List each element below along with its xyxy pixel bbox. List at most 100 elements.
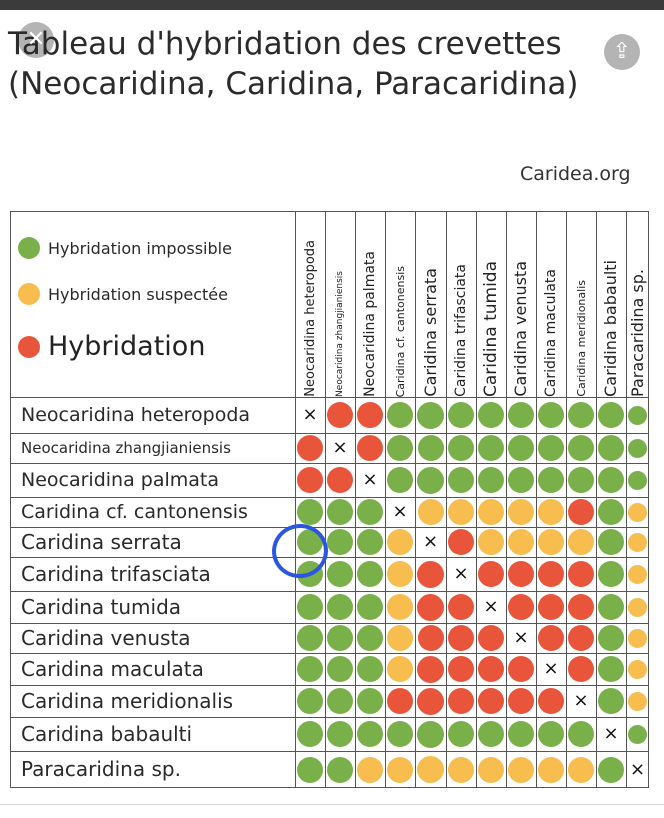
row-divider (10, 497, 649, 498)
column-divider (648, 211, 649, 788)
cell-dot-hybridation (478, 625, 504, 651)
self-cross-mark: × (573, 690, 589, 711)
self-cross-mark: × (603, 723, 619, 744)
cell-dot-impossible (598, 594, 624, 620)
source-label: Caridea.org (520, 163, 631, 185)
close-icon[interactable]: ✕ (18, 22, 54, 58)
self-cross-mark: × (453, 563, 469, 584)
cell-dot-hybridation (448, 625, 474, 651)
cell-dot-suspected (628, 659, 647, 679)
row-header: Caridina maculata (21, 657, 204, 681)
cell-dot-hybridation (478, 688, 504, 714)
cell-dot-hybridation (357, 435, 383, 461)
cell-dot-suspected (628, 691, 647, 711)
cell-dot-impossible (327, 625, 353, 651)
column-divider (476, 211, 477, 788)
cell-dot-hybridation (297, 467, 323, 493)
cell-dot-impossible (508, 402, 534, 428)
cell-dot-impossible (387, 435, 413, 461)
page-divider (0, 804, 664, 805)
cell-dot-hybridation (538, 594, 564, 620)
cell-dot-hybridation (327, 467, 353, 493)
cell-dot-suspected (628, 532, 647, 552)
legend-item-impossible: Hybridation impossible (18, 237, 232, 259)
cell-dot-impossible (297, 756, 323, 783)
cell-dot-suspected (568, 756, 594, 783)
cell-dot-impossible (538, 721, 564, 747)
column-header-label: Neocaridina heteropoda (302, 240, 318, 397)
column-header: Caridina tumida (476, 211, 506, 397)
cell-dot-impossible (538, 435, 564, 461)
legend-label: Hybridation (48, 331, 206, 362)
page-title: Tableau d'hybridation des crevettes (8, 26, 562, 62)
column-header-label: Caridina tumida (480, 260, 501, 397)
column-divider (295, 211, 296, 788)
cell-dot-impossible (538, 467, 564, 493)
cell-dot-impossible (297, 594, 323, 620)
legend-hybridation-dot (18, 335, 40, 358)
row-divider (10, 557, 649, 558)
column-header: Neocaridina palmata (355, 211, 385, 397)
cell-dot-impossible (568, 721, 594, 747)
cell-dot-impossible (568, 435, 594, 461)
cell-dot-impossible (568, 467, 594, 493)
cell-dot-suspected (417, 499, 444, 525)
self-cross-mark: × (332, 437, 348, 458)
cell-dot-impossible (297, 499, 323, 525)
cell-dot-hybridation (538, 625, 564, 651)
column-header: Caridina cf. cantonensis (385, 211, 415, 397)
cell-dot-impossible (538, 402, 564, 428)
self-cross-mark: × (422, 531, 439, 552)
column-header: Caridina maculata (536, 211, 566, 397)
cell-dot-impossible (598, 561, 624, 587)
cell-dot-hybridation (357, 402, 383, 428)
cell-dot-impossible (448, 402, 474, 428)
cell-dot-impossible (327, 656, 353, 682)
cell-dot-hybridation (538, 688, 564, 714)
column-header-label: Caridina serrata (420, 268, 440, 397)
cell-dot-impossible (508, 467, 534, 493)
cell-dot-suspected (538, 499, 564, 525)
cell-dot-impossible (357, 594, 383, 620)
cell-dot-hybridation (568, 656, 594, 682)
cell-dot-impossible (357, 499, 383, 525)
cell-dot-impossible (598, 688, 624, 714)
cell-dot-impossible (628, 438, 647, 458)
row-divider (10, 653, 649, 654)
row-header: Caridina trifasciata (21, 562, 211, 586)
cell-dot-impossible (297, 529, 323, 555)
cell-dot-suspected (448, 756, 474, 783)
column-header-label: Caridina maculata (543, 268, 559, 397)
row-header: Caridina serrata (21, 530, 182, 554)
cell-dot-hybridation (448, 529, 474, 555)
column-header: Neocaridina zhangjianiensis (325, 211, 355, 397)
cell-dot-suspected (478, 499, 504, 525)
legend-impossible-dot (18, 237, 40, 259)
cell-dot-impossible (598, 402, 624, 428)
share-icon[interactable]: ⇪ (604, 34, 640, 70)
column-header: Caridina serrata (415, 211, 446, 397)
self-cross-mark: × (513, 627, 529, 648)
cell-dot-hybridation (448, 656, 474, 682)
cell-dot-impossible (297, 625, 323, 651)
row-divider (10, 397, 649, 398)
hybridation-table: Hybridation impossible Hybridation suspec… (10, 211, 649, 788)
cell-dot-hybridation (327, 402, 353, 428)
cell-dot-hybridation (478, 561, 504, 587)
self-cross-mark: × (362, 469, 378, 490)
column-divider (566, 211, 567, 788)
row-divider (10, 623, 649, 624)
cell-dot-hybridation (508, 688, 534, 714)
cell-dot-suspected (628, 628, 647, 648)
column-divider (385, 211, 386, 788)
row-header: Neocaridina zhangjianiensis (21, 439, 231, 457)
row-header: Caridina venusta (21, 626, 191, 650)
cell-dot-impossible (327, 721, 353, 747)
column-header: Caridina trifasciata (446, 211, 476, 397)
column-divider (626, 211, 627, 788)
cell-dot-hybridation (568, 625, 594, 651)
cell-dot-impossible (357, 625, 383, 651)
cell-dot-impossible (327, 594, 353, 620)
cell-dot-impossible (508, 435, 534, 461)
row-divider (10, 787, 649, 788)
